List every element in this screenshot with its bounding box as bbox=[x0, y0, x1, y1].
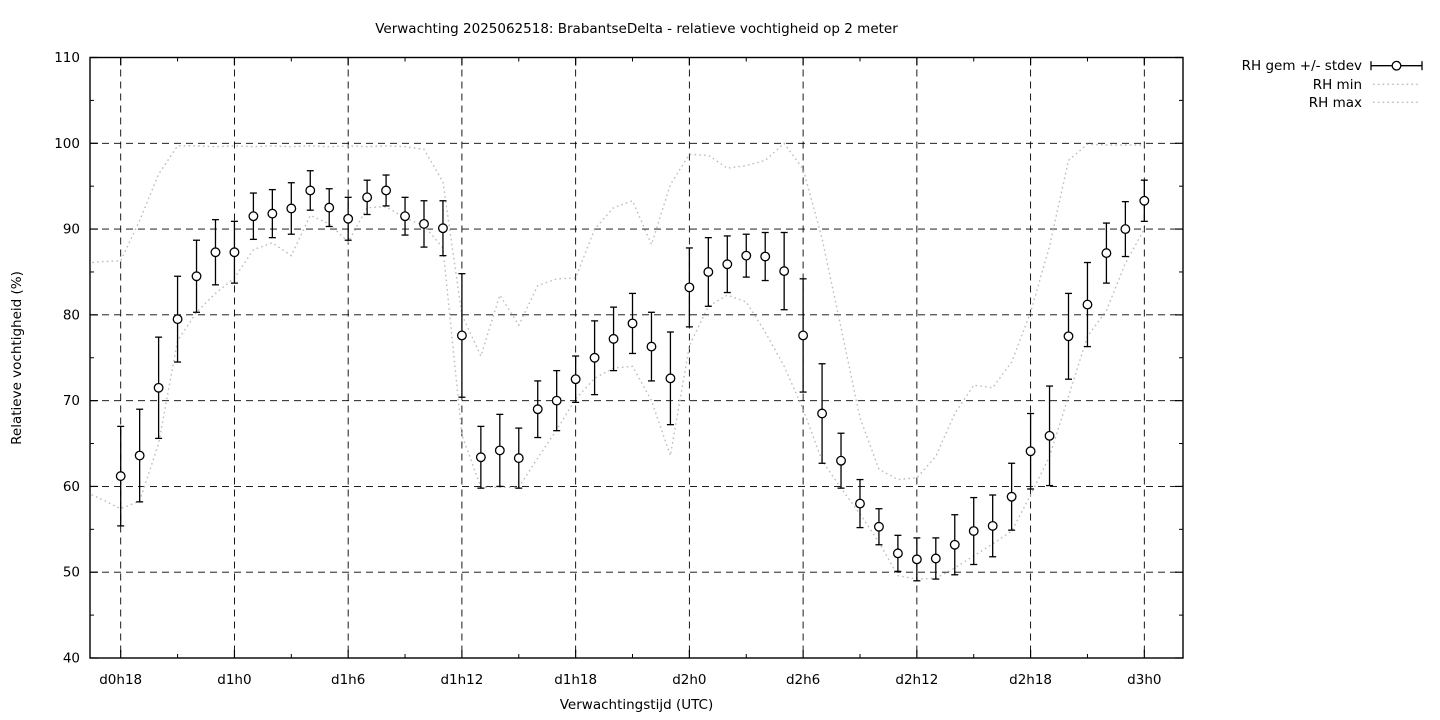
mean-point bbox=[798, 330, 809, 341]
mean-point bbox=[589, 352, 600, 363]
mean-point bbox=[153, 382, 164, 393]
x-tick-label: d1h18 bbox=[554, 672, 597, 688]
x-tick-label: d1h0 bbox=[217, 672, 251, 688]
rh-min-line bbox=[90, 206, 1145, 580]
mean-point bbox=[286, 203, 297, 214]
mean-point bbox=[873, 521, 884, 532]
x-tick-label: d2h18 bbox=[1009, 672, 1052, 688]
rh-mean-errorbars bbox=[115, 170, 1150, 582]
mean-point bbox=[324, 202, 335, 213]
mean-point bbox=[741, 250, 752, 261]
mean-point bbox=[836, 455, 846, 466]
mean-point bbox=[513, 453, 524, 464]
mean-point bbox=[1082, 299, 1093, 310]
mean-point bbox=[115, 471, 126, 482]
x-tick-label: d0h18 bbox=[99, 672, 142, 688]
mean-point bbox=[627, 318, 638, 329]
legend-samples bbox=[1370, 60, 1423, 104]
mean-point bbox=[248, 211, 259, 222]
mean-point bbox=[949, 539, 960, 550]
mean-point bbox=[817, 408, 828, 419]
mean-point bbox=[456, 330, 467, 341]
mean-point bbox=[381, 185, 392, 196]
mean-point bbox=[722, 259, 733, 270]
mean-point bbox=[760, 251, 771, 262]
tick-labels: d0h18 d1h0 d1h6 d1h12 d1h18 d2h0 d2h6 d2h12 d2h1… bbox=[54, 50, 1161, 688]
x-tick-label: d2h0 bbox=[672, 672, 706, 688]
chart-title: Verwachting 2025062518: BrabantseDelta -… bbox=[375, 21, 898, 37]
mean-point bbox=[210, 247, 221, 258]
x-tick-label: d1h12 bbox=[440, 672, 483, 688]
mean-point bbox=[532, 404, 543, 415]
mean-point bbox=[1025, 446, 1036, 457]
x-tick-label: d2h12 bbox=[895, 672, 938, 688]
x-tick-label: d1h6 bbox=[331, 672, 365, 688]
mean-point bbox=[172, 314, 183, 325]
mean-point bbox=[665, 373, 676, 384]
mean-point bbox=[305, 185, 316, 196]
mean-point bbox=[343, 213, 354, 224]
mean-point bbox=[229, 247, 240, 258]
mean-point bbox=[987, 520, 998, 531]
mean-point bbox=[646, 341, 657, 352]
mean-point bbox=[968, 526, 979, 536]
mean-point bbox=[475, 452, 486, 463]
mean-point bbox=[779, 266, 790, 277]
y-tick-label: 80 bbox=[63, 307, 80, 323]
mean-point bbox=[1120, 224, 1131, 235]
mean-point bbox=[191, 271, 202, 282]
mean-point bbox=[551, 395, 562, 406]
mean-point bbox=[911, 554, 922, 565]
y-tick-label: 100 bbox=[54, 136, 80, 152]
x-tick-label: d3h0 bbox=[1127, 672, 1161, 688]
mean-point bbox=[1044, 430, 1055, 441]
x-tick-label: d2h6 bbox=[786, 672, 820, 688]
y-tick-label: 50 bbox=[63, 565, 80, 581]
mean-point bbox=[419, 218, 429, 229]
mean-point bbox=[608, 333, 619, 344]
mean-point bbox=[494, 445, 505, 456]
mean-point bbox=[684, 282, 695, 293]
y-axis-label: Relatieve vochtigheid (%) bbox=[9, 271, 25, 445]
plot-border-and-ticks bbox=[89, 56, 1184, 659]
mean-point bbox=[1101, 248, 1112, 259]
legend-item-rh-max: RH max bbox=[1308, 95, 1362, 111]
mean-point bbox=[362, 192, 373, 203]
mean-point bbox=[438, 223, 448, 234]
y-tick-label: 110 bbox=[54, 50, 80, 66]
x-axis-label: Verwachtingstijd (UTC) bbox=[559, 697, 714, 713]
mean-point bbox=[400, 211, 410, 222]
y-tick-label: 70 bbox=[63, 393, 80, 409]
legend-item-rh-min: RH min bbox=[1312, 76, 1362, 93]
y-tick-label: 90 bbox=[63, 222, 80, 238]
mean-point bbox=[570, 374, 581, 385]
mean-point bbox=[930, 553, 941, 564]
mean-point bbox=[1139, 195, 1150, 206]
gridlines bbox=[90, 57, 1183, 658]
legend-item-rh-gem: RH gem +/- stdev bbox=[1241, 58, 1362, 74]
y-tick-label: 60 bbox=[63, 479, 80, 495]
mean-point bbox=[134, 450, 145, 461]
mean-point bbox=[1063, 331, 1074, 342]
mean-point bbox=[1006, 491, 1017, 502]
rh-max-line bbox=[90, 142, 1145, 481]
mean-point bbox=[267, 208, 278, 219]
mean-point bbox=[855, 498, 865, 509]
mean-point bbox=[892, 548, 903, 559]
mean-point bbox=[703, 267, 714, 277]
y-tick-label: 40 bbox=[63, 651, 80, 667]
